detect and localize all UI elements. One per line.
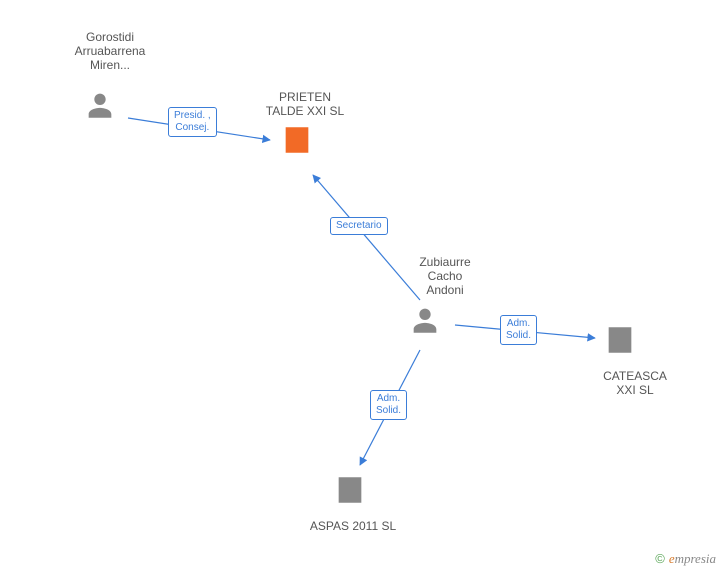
person-icon-wrap[interactable] xyxy=(408,303,442,342)
diagram-canvas: Gorostidi Arruabarrena Miren... PRIETEN … xyxy=(0,0,728,575)
edge-label: Adm. Solid. xyxy=(500,315,537,345)
person-icon-wrap[interactable] xyxy=(83,88,117,127)
edge-label: Presid. , Consej. xyxy=(168,107,217,137)
edge-label: Adm. Solid. xyxy=(370,390,407,420)
watermark: ©empresia xyxy=(655,551,716,567)
building-icon-wrap[interactable] xyxy=(280,123,314,162)
building-icon xyxy=(333,473,367,507)
node-label: ASPAS 2011 SL xyxy=(308,519,398,533)
person-icon xyxy=(83,88,117,122)
person-icon xyxy=(408,303,442,337)
copyright-symbol: © xyxy=(655,551,665,566)
node-label: CATEASCA XXI SL xyxy=(590,369,680,397)
building-icon xyxy=(603,323,637,357)
node-label: Gorostidi Arruabarrena Miren... xyxy=(65,30,155,72)
node-label: Zubiaurre Cacho Andoni xyxy=(400,255,490,297)
building-icon-wrap[interactable] xyxy=(333,473,367,512)
building-icon xyxy=(280,123,314,157)
node-label: PRIETEN TALDE XXI SL xyxy=(260,90,350,118)
watermark-rest: mpresia xyxy=(675,551,716,566)
edge-label: Secretario xyxy=(330,217,388,235)
building-icon-wrap[interactable] xyxy=(603,323,637,362)
